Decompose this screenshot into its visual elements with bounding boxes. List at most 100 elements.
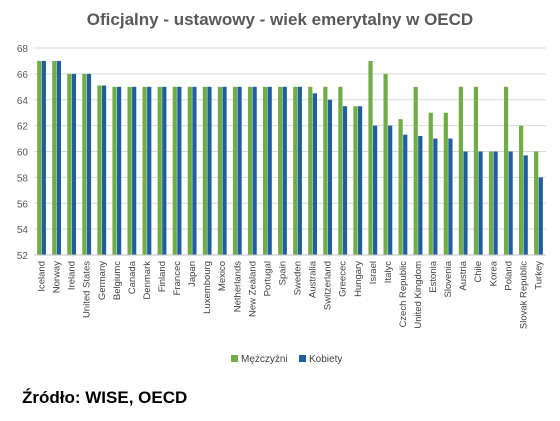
x-tick-label: United Kingdom [413,261,424,329]
bar-men [217,86,223,255]
x-tick-label: Luxembourg [202,261,213,314]
bar-women [433,138,438,255]
y-tick-label: 52 [17,251,29,262]
bar-women [282,86,287,255]
bar-men [82,73,87,255]
bar-men [142,86,147,255]
bar-women [508,151,513,255]
bar-women [147,86,152,255]
bar-men [187,86,192,255]
bar-men [398,119,403,255]
bar-women [237,86,242,255]
x-tick-label: Chile [473,261,484,283]
bar-women [342,106,348,255]
bar-women [418,135,423,255]
x-tick-label: Turkey [533,261,544,290]
x-tick-label: Czech Republic [398,261,409,328]
bar-men [112,86,117,255]
bar-women [86,73,92,255]
bar-men [503,86,509,255]
source-note: Źródło: WISE, OECD [22,388,188,407]
bar-men [67,73,72,255]
x-tick-label: Slovenia [443,260,454,297]
bar-men [383,73,388,255]
bar-women [162,86,167,255]
bar-women [41,60,46,255]
y-tick-label: 58 [17,173,29,184]
bar-men [52,60,57,255]
x-tick-label: Israel [368,261,379,284]
y-tick-label: 62 [17,122,29,133]
bar-women [71,73,77,255]
x-tick-label: Ireland [67,261,78,290]
x-tick-label: Canada [127,260,138,294]
legend-swatch-men [231,355,238,362]
bar-men [338,86,343,255]
x-tick-label: Slovak Republic [518,261,529,329]
bar-men [413,86,418,255]
bar-men [323,86,328,255]
x-tick-label: Hungary [353,261,364,297]
bar-women [101,85,107,255]
bar-men [443,112,448,255]
x-tick-label: Poland [503,261,514,291]
bar-women [403,134,408,255]
x-tick-label: Japan [187,261,198,287]
x-tick-label: Francec [172,261,183,296]
bar-men [368,60,373,255]
x-tick-label: Italyc [383,261,394,283]
x-tick-label: Sweden [293,261,304,295]
y-tick-label: 68 [17,44,29,55]
bar-women [267,86,272,255]
bar-women [252,86,257,255]
legend-label-men: Mężczyźni [241,354,288,365]
bar-men [534,151,539,255]
bar-men [308,86,313,255]
bar-men [37,60,42,255]
bar-women [463,151,468,255]
bar-men [428,112,433,255]
bar-men [293,86,298,255]
y-tick-label: 54 [17,225,29,236]
bar-men [247,86,253,255]
x-tick-label: Norway [52,261,63,293]
y-tick-label: 66 [17,70,29,81]
bar-women [448,138,453,255]
bar-women [373,125,378,255]
bar-men [202,86,207,255]
bar-women [357,106,363,255]
x-tick-label: Portugal [262,261,273,296]
bar-men [232,86,238,255]
bar-men [473,86,479,255]
y-tick-label: 64 [17,96,29,107]
bar-women [207,86,212,255]
x-tick-label: Austria [458,260,469,290]
x-tick-label: Switzerland [323,261,334,310]
bar-women [117,86,122,255]
bar-men [488,151,494,255]
bar-women [388,125,393,255]
bar-men [519,125,524,255]
x-tick-label: Korea [488,260,499,286]
legend-label-women: Kobiety [309,354,342,365]
bar-women [132,86,137,255]
chart-title: Oficjalny - ustawowy - wiek emerytalny w… [86,10,474,29]
legend-swatch-women [299,355,306,362]
bar-women [523,155,528,255]
bar-men [127,86,132,255]
bar-men [278,86,283,255]
bar-men [458,86,463,255]
bar-men [353,106,358,255]
x-tick-label: Belgiumc [112,261,123,300]
bar-women [56,60,61,255]
x-tick-label: Greecec [338,261,349,297]
bar-women [493,151,498,255]
bar-women [538,177,543,255]
bar-men [157,86,162,255]
bar-women [192,86,197,255]
x-tick-label: New Zealand [247,261,258,317]
y-tick-label: 60 [17,148,29,159]
bar-women [312,93,317,255]
